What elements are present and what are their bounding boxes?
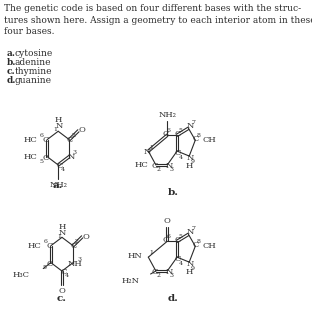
Text: C: C [46,242,52,250]
Text: 6: 6 [44,239,47,244]
Text: N: N [55,122,63,130]
Text: C: C [60,268,67,276]
Text: NH₂: NH₂ [49,181,67,189]
Text: 5: 5 [43,265,47,270]
Text: N: N [68,152,75,160]
Text: C: C [152,268,158,276]
Text: N: N [186,260,194,268]
Text: C: C [175,236,181,244]
Text: 3: 3 [73,150,77,155]
Text: H: H [58,223,66,231]
Text: O: O [164,217,171,225]
Text: CH: CH [203,242,217,250]
Text: 2: 2 [71,133,75,138]
Text: C: C [175,149,181,157]
Text: C: C [71,242,77,250]
Text: d.: d. [168,294,179,303]
Text: CH: CH [203,136,217,144]
Text: c.: c. [7,67,15,76]
Text: C: C [42,136,49,144]
Text: N: N [165,268,173,276]
Text: C: C [67,136,73,144]
Text: The genetic code is based on four different bases with the struc-
tures shown he: The genetic code is based on four differ… [4,4,312,36]
Text: b.: b. [168,188,179,197]
Text: H: H [186,162,193,170]
Text: C: C [193,241,199,249]
Text: HC: HC [134,161,148,169]
Text: N: N [186,228,194,236]
Text: O: O [83,233,90,241]
Text: 6: 6 [167,234,171,239]
Text: 9: 9 [191,265,195,271]
Text: H: H [55,116,62,124]
Text: 4: 4 [179,261,183,265]
Text: 7: 7 [191,120,195,125]
Text: 4: 4 [65,273,69,279]
Text: C: C [163,130,169,138]
Text: C: C [152,162,158,170]
Text: HC: HC [23,136,37,144]
Text: a.: a. [53,181,63,190]
Text: 2: 2 [156,273,160,279]
Text: a.: a. [7,49,16,58]
Text: O: O [78,126,85,134]
Text: H: H [186,268,193,276]
Text: C: C [175,130,181,138]
Text: N: N [186,122,194,130]
Text: H₃C: H₃C [12,272,30,280]
Text: 7: 7 [191,226,195,231]
Text: N: N [186,154,194,162]
Text: 4: 4 [179,154,183,160]
Text: C: C [56,162,63,170]
Text: 4: 4 [61,168,65,172]
Text: 1: 1 [53,127,57,132]
Text: 1: 1 [149,145,153,150]
Text: N: N [59,230,66,237]
Text: 3: 3 [170,168,174,172]
Text: 6: 6 [40,133,44,138]
Text: HC: HC [23,152,37,160]
Text: C: C [42,153,49,161]
Text: C: C [46,260,52,268]
Text: 8: 8 [197,133,201,138]
Text: O: O [59,287,66,295]
Text: adenine: adenine [14,58,51,67]
Text: 5: 5 [179,128,183,133]
Text: 1: 1 [57,234,61,239]
Text: b.: b. [7,58,16,67]
Text: C: C [163,236,169,244]
Text: H₂N: H₂N [121,277,139,285]
Text: N: N [143,148,150,156]
Text: NH: NH [68,260,83,268]
Text: C: C [175,255,181,263]
Text: 2: 2 [156,168,160,172]
Text: 9: 9 [191,160,195,164]
Text: 2: 2 [75,239,79,244]
Text: HN: HN [128,252,142,260]
Text: 6: 6 [167,128,171,133]
Text: 3: 3 [78,257,82,262]
Text: NH₂: NH₂ [158,111,176,119]
Text: HC: HC [27,242,41,250]
Text: c.: c. [57,294,67,303]
Text: cytosine: cytosine [14,49,52,58]
Text: guanine: guanine [14,76,51,85]
Text: d.: d. [7,76,16,85]
Text: N: N [165,162,173,170]
Text: 5: 5 [179,234,183,239]
Text: 5: 5 [39,159,43,164]
Text: 3: 3 [170,273,174,279]
Text: thymine: thymine [14,67,52,76]
Text: 1: 1 [149,250,153,255]
Text: C: C [193,135,199,143]
Text: 8: 8 [197,239,201,244]
